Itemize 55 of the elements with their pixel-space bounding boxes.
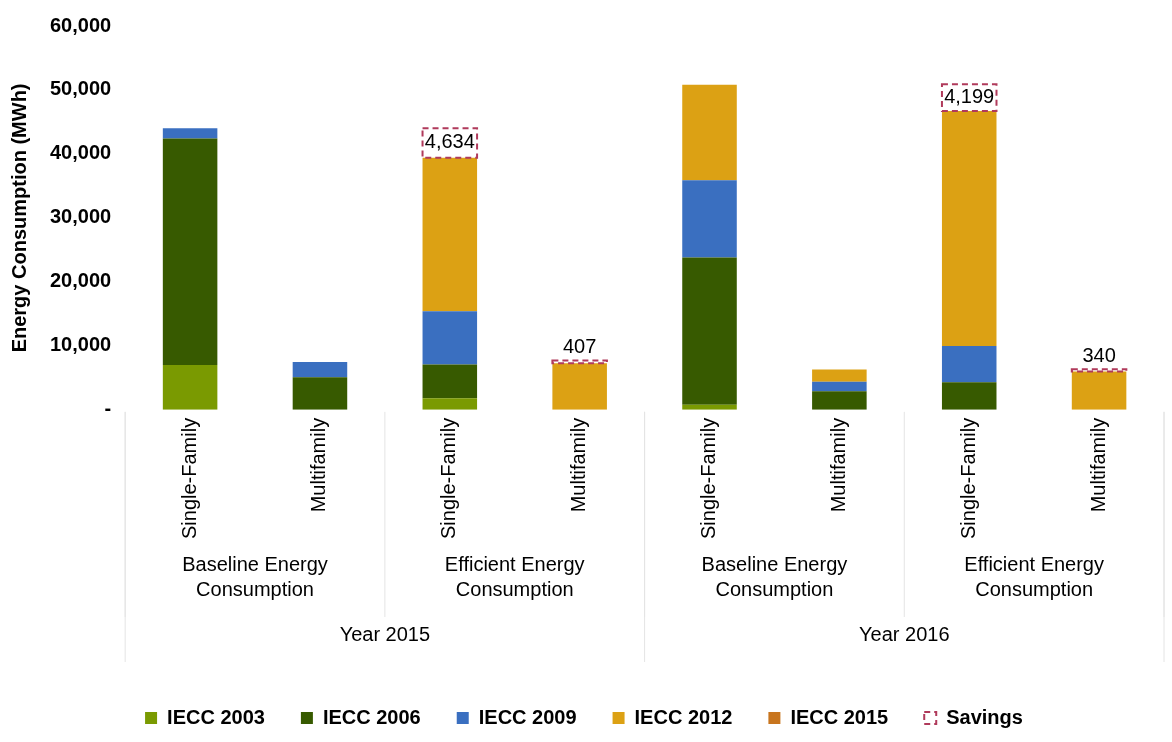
y-tick-label: 20,000 — [50, 269, 112, 292]
y-tick-label: 60,000 — [50, 13, 112, 36]
bar — [682, 257, 737, 405]
bar — [292, 361, 348, 378]
legend-label: IECC 2015 — [790, 705, 889, 728]
legend-label: IECC 2003 — [167, 705, 265, 728]
x-tick-label: Single-Family — [177, 417, 200, 540]
bar — [162, 138, 218, 366]
bar — [552, 363, 607, 410]
legend-label: Savings — [946, 705, 1023, 728]
bar — [551, 359, 608, 365]
bar — [421, 127, 479, 159]
y-tick-label: 50,000 — [50, 77, 112, 100]
data-label: 340 — [1082, 343, 1116, 366]
bar — [812, 391, 867, 410]
text: Efficient Energy Consumption — [964, 552, 1105, 600]
bar — [812, 369, 867, 382]
text: Year 2016 — [859, 622, 950, 645]
x-tick-label: Multifamily — [567, 417, 590, 513]
text: Year 2015 — [339, 622, 431, 645]
text: Efficient Energy Consumption — [444, 552, 585, 600]
bar — [422, 364, 478, 399]
bar — [941, 111, 997, 346]
text: Baseline Energy Consumption — [182, 552, 328, 600]
legend-label: IECC 2006 — [322, 705, 421, 728]
y-tick-label: 40,000 — [50, 141, 112, 164]
bar — [941, 382, 997, 410]
x-tick-label: Multifamily — [307, 417, 330, 513]
bar — [1071, 371, 1127, 410]
y-axis-title: Energy Consumption (MWh) — [7, 83, 30, 353]
x-tick-label: Single-Family — [437, 417, 460, 540]
legend-label: IECC 2009 — [478, 705, 577, 728]
bar — [162, 365, 218, 410]
y-tick-label: 10,000 — [50, 333, 112, 356]
x-tick-label: Multifamily — [826, 417, 849, 513]
data-label: 4,634 — [424, 130, 475, 153]
x-tick-label: Multifamily — [1086, 417, 1109, 513]
bar — [682, 84, 737, 181]
bar — [292, 377, 348, 410]
bar — [422, 398, 478, 410]
bar — [682, 180, 737, 258]
legend-label: IECC 2012 — [634, 705, 733, 728]
bar — [1070, 368, 1128, 373]
bar — [422, 157, 478, 312]
y-tick-label: 30,000 — [50, 205, 112, 228]
x-tick-label: Single-Family — [697, 417, 720, 540]
x-tick-label: Single-Family — [956, 417, 979, 540]
bar — [812, 381, 867, 392]
bar — [941, 345, 997, 383]
y-tick-label: - — [104, 397, 112, 420]
text: Baseline Energy Consumption — [701, 552, 848, 600]
data-label: 4,199 — [944, 85, 995, 108]
bar — [162, 128, 218, 139]
data-label: 407 — [562, 335, 597, 358]
bar — [422, 311, 478, 365]
